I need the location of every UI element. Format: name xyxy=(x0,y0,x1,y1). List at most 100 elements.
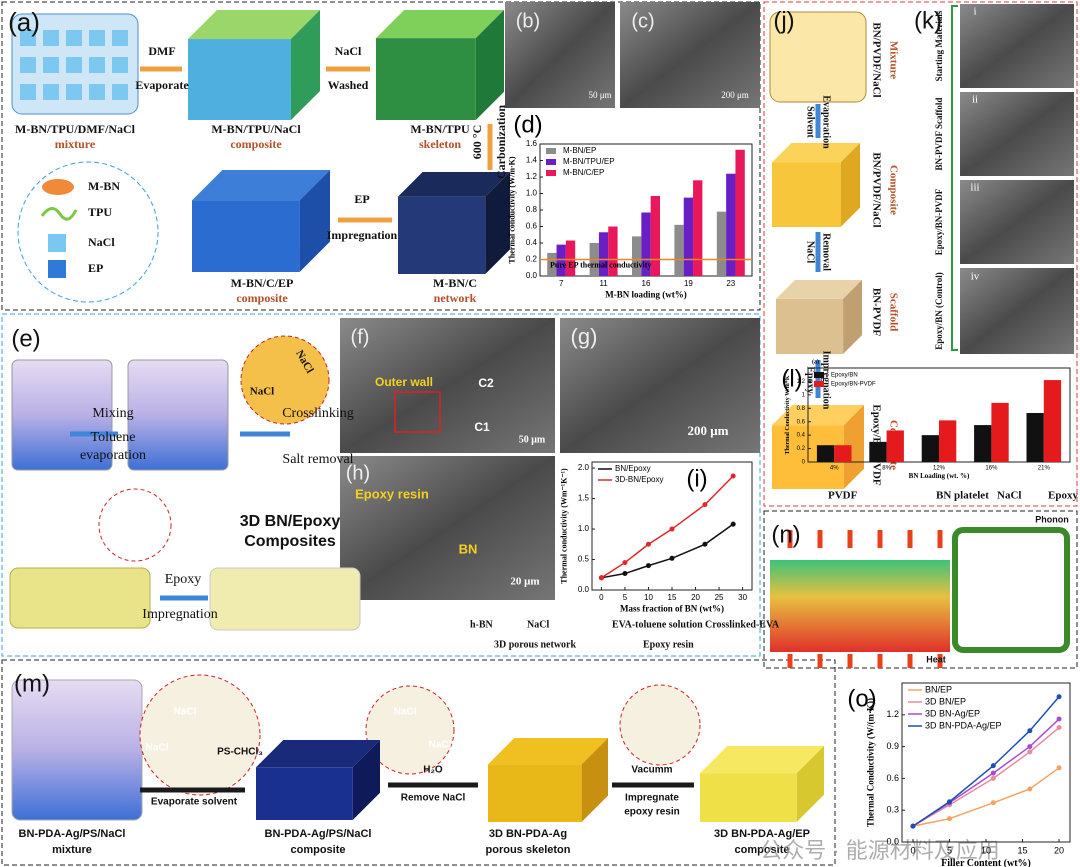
legend-entry: 3D BN-PDA-Ag/EP xyxy=(925,720,1002,730)
label: Composite xyxy=(887,165,899,215)
point xyxy=(702,502,708,508)
label: iv xyxy=(971,271,980,283)
series-line xyxy=(601,523,734,579)
y-tick-label: 1 xyxy=(802,392,806,398)
bar xyxy=(939,420,957,462)
bar xyxy=(693,180,703,276)
y-tick-label: 0.2 xyxy=(797,446,806,452)
x-tick-label: 23 xyxy=(726,279,735,288)
zoom-bubble xyxy=(619,684,701,766)
shape xyxy=(43,57,59,73)
shape xyxy=(48,234,66,252)
label: composite xyxy=(236,291,288,305)
point xyxy=(1056,765,1062,771)
label: Mixture xyxy=(887,41,899,79)
x-tick-label: 15 xyxy=(668,593,677,602)
shape xyxy=(960,268,1074,354)
shape xyxy=(112,84,128,100)
label: BN-PVDF xyxy=(870,288,882,337)
label: Starting Materials xyxy=(934,10,944,81)
label: M-BN/C xyxy=(433,276,477,290)
y-tick-label: 0.0 xyxy=(886,836,899,846)
x-axis-label: BN Loading (wt. %) xyxy=(909,472,970,480)
label: Salt removal xyxy=(282,452,353,467)
label: epoxy resin xyxy=(624,807,680,818)
label: 200 μm xyxy=(688,423,729,438)
charts: 0.0 0.2 0.4 0.6 0.8 1.0 1.2 1.4 1.6 M-BN loading … xyxy=(508,111,1071,867)
point xyxy=(645,541,651,547)
label: evaporation xyxy=(80,448,146,463)
point xyxy=(730,521,736,527)
point xyxy=(1027,744,1033,750)
panel-border xyxy=(1,659,836,866)
shape xyxy=(192,200,300,272)
label: Epoxy xyxy=(805,366,816,393)
x-tick-label: 10 xyxy=(981,845,991,855)
bar xyxy=(834,445,852,462)
legend-frame xyxy=(17,161,159,303)
y-tick-label: 1.5 xyxy=(578,494,590,503)
y-axis-label: Thermal conductivity (Wm⁻¹K⁻¹) xyxy=(560,468,569,584)
legend-entry: 3D-BN/Epoxy xyxy=(615,475,663,484)
bar xyxy=(641,212,651,276)
x-axis-label: Mass fraction of BN (wt%) xyxy=(620,603,724,613)
bar xyxy=(921,435,939,462)
label: BN-PDA-Ag/PS/NaCl xyxy=(19,828,126,840)
labels: (a)M-BN/TPU/DMF/NaClmixtureM-BN/TPU/NaCl… xyxy=(8,6,1078,863)
label: Impregnation xyxy=(327,228,398,242)
cube-side xyxy=(352,740,380,820)
x-tick-label: 25 xyxy=(715,593,724,602)
cube-top xyxy=(376,10,504,39)
point xyxy=(990,775,996,781)
legend-entry: Epoxy/BN xyxy=(831,373,858,379)
point xyxy=(1027,786,1033,792)
shape xyxy=(43,84,59,100)
chart: 0.0 0.2 0.4 0.6 0.8 1.0 1.2 1.4 1.6 M-BN loading … xyxy=(508,111,753,299)
label: iii xyxy=(970,182,979,194)
x-tick-label: 5 xyxy=(947,845,952,855)
y-tick-label: 2.0 xyxy=(578,463,590,472)
chart: 0.0 0.5 1.0 1.5 2.0 Mass fraction of BN (wt%)… xyxy=(560,461,753,613)
legend-entry: BN/Epoxy xyxy=(615,464,651,473)
label: Scaffold xyxy=(887,293,899,332)
y-tick-label: 0.8 xyxy=(797,406,806,412)
point xyxy=(990,763,996,769)
label: Mixing xyxy=(92,406,133,421)
label: network xyxy=(434,291,477,305)
illustrations xyxy=(9,2,1074,822)
label: Evaporate xyxy=(135,78,189,92)
label: NaCl xyxy=(997,490,1021,502)
cube-side xyxy=(475,10,504,120)
shape xyxy=(340,456,555,600)
y-tick-label: 0.5 xyxy=(578,555,590,564)
label: 3D porous network xyxy=(494,639,576,650)
y-tick-label: 1.6 xyxy=(526,139,538,148)
legend-swatch xyxy=(546,148,556,154)
x-tick-label: 30 xyxy=(738,593,747,602)
point xyxy=(1056,716,1062,722)
y-tick-label: 1.2 xyxy=(797,379,806,385)
cube-top xyxy=(398,172,510,197)
bar xyxy=(816,445,835,462)
label: Remove NaCl xyxy=(401,793,466,804)
label: NaCl xyxy=(805,241,816,263)
panel-label: (h) xyxy=(346,462,370,484)
point xyxy=(622,571,628,577)
shape xyxy=(20,30,36,46)
y-tick-label: 1.0 xyxy=(526,189,538,198)
panel-label: (i) xyxy=(686,465,707,492)
label: Impregnation xyxy=(821,351,832,410)
y-tick-label: 1.2 xyxy=(886,709,899,719)
legend-entry: M-BN/TPU/EP xyxy=(563,157,615,166)
label: BN xyxy=(459,541,478,556)
x-tick-label: 8% xyxy=(882,466,891,472)
cube-side xyxy=(581,738,608,822)
cube-top xyxy=(772,143,860,163)
bracket xyxy=(951,5,958,351)
y-tick-label: 0.6 xyxy=(797,419,806,425)
label: composite xyxy=(734,844,789,856)
legend-swatch xyxy=(546,159,556,165)
label: NaCl xyxy=(174,707,197,718)
x-tick-label: 0 xyxy=(910,845,915,855)
y-tick-label: 0.9 xyxy=(886,741,899,751)
